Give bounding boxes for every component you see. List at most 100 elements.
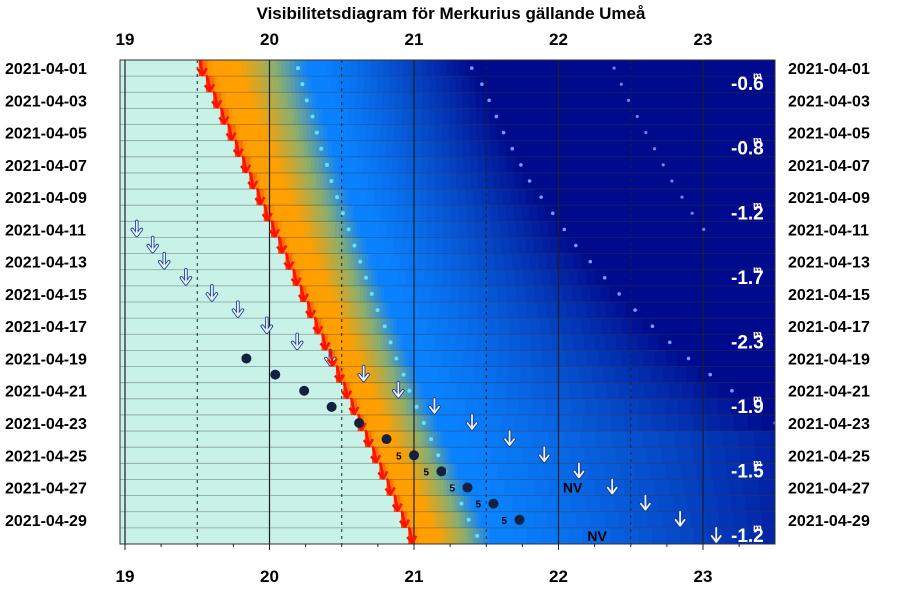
dusk-segment	[461, 366, 474, 384]
twilight-segment	[450, 527, 455, 544]
mercury-point	[270, 369, 281, 380]
twilight-segment	[458, 463, 462, 480]
twilight-segment	[330, 318, 335, 335]
twilight-segment	[381, 269, 386, 287]
twilight-segment	[489, 527, 494, 544]
dusk-segment	[477, 253, 487, 271]
twilight-segment	[367, 334, 371, 351]
twilight-segment	[399, 479, 403, 497]
dusk-segment	[468, 76, 476, 93]
sunset-arrow	[384, 478, 396, 496]
dusk-segment	[370, 60, 378, 77]
twilight-segment	[322, 108, 327, 126]
twilight-segment	[302, 253, 307, 271]
dusk-segment	[415, 92, 423, 109]
twilight-segment	[239, 124, 245, 142]
dusk-segment	[558, 398, 573, 416]
twilight-segment	[311, 189, 316, 206]
daylight-band	[120, 124, 228, 142]
dusk-segment	[531, 382, 545, 400]
dusk-segment	[501, 237, 510, 255]
twilight-segment	[272, 156, 278, 174]
dusk-segment	[416, 253, 427, 271]
dusk-segment	[429, 350, 442, 368]
twilight-segment	[248, 108, 254, 126]
twilight-segment	[334, 237, 339, 255]
twilight-segment	[316, 269, 321, 287]
twilight-segment	[448, 495, 452, 513]
daylight-band	[120, 431, 365, 448]
dusk-segment	[442, 269, 452, 287]
civil-dusk-dot	[346, 227, 351, 232]
twilight-segment	[386, 302, 391, 319]
dusk-segment	[403, 76, 411, 93]
dusk-segment	[556, 382, 570, 400]
dusk-segment	[495, 189, 504, 206]
dusk-segment	[717, 398, 732, 416]
civil-dusk-dot	[401, 372, 406, 377]
twilight-segment	[294, 76, 300, 93]
astronomical-dusk-dot	[690, 211, 694, 215]
twilight-segment	[344, 253, 349, 271]
arrow-shaft	[335, 365, 342, 381]
twilight-segment	[337, 318, 342, 335]
twilight-segment	[251, 124, 257, 142]
twilight-segment	[415, 382, 420, 400]
twilight-segment	[275, 172, 280, 190]
twilight-segment	[323, 140, 329, 158]
dusk-segment	[419, 221, 428, 238]
twilight-segment	[299, 253, 304, 271]
dusk-segment	[467, 237, 477, 255]
twilight-segment	[303, 156, 308, 174]
arrow-head	[466, 422, 478, 430]
dusk-segment	[482, 205, 491, 222]
dusk-segment	[581, 285, 592, 303]
civil-dusk-dot	[335, 195, 340, 200]
twilight-segment	[316, 253, 321, 271]
plot-row	[120, 237, 775, 255]
twilight-segment	[425, 447, 430, 464]
dusk-segment	[442, 189, 451, 206]
dusk-segment	[412, 172, 421, 190]
twilight-segment	[299, 221, 304, 238]
twilight-segment	[285, 237, 290, 255]
dusk-segment	[417, 237, 427, 255]
chart-title: Visibilitetsdiagram för Merkurius gällan…	[257, 4, 646, 23]
twilight-segment	[354, 205, 359, 222]
sunset-arrow	[261, 203, 273, 222]
twilight-segment	[383, 285, 388, 303]
dusk-segment	[487, 285, 498, 303]
twilight-segment	[467, 495, 472, 513]
dusk-segment	[706, 414, 721, 432]
twilight-segment	[415, 431, 419, 448]
twilight-segment	[381, 447, 386, 464]
arrow-head	[297, 293, 309, 303]
twilight-segment	[392, 302, 397, 319]
twilight-segment	[292, 205, 297, 222]
dusk-segment	[658, 495, 674, 513]
dusk-segment	[564, 253, 574, 271]
dusk-segment	[442, 237, 452, 255]
twilight-segment	[382, 414, 387, 432]
dusk-segment	[489, 108, 497, 126]
twilight-segment	[299, 237, 304, 255]
mercury-set-arrow	[131, 220, 143, 237]
night-band	[604, 269, 775, 287]
daylight-band	[120, 285, 300, 303]
twilight-segment	[396, 334, 401, 351]
dusk-segment	[380, 124, 388, 142]
dusk-segment	[404, 205, 413, 222]
plot-row	[120, 318, 775, 335]
twilight-segment	[434, 527, 439, 544]
magnitude-unit: m	[753, 71, 762, 82]
dusk-segment	[421, 124, 429, 142]
dusk-segment	[449, 366, 462, 384]
twilight-segment	[370, 334, 375, 351]
dusk-segment	[579, 366, 593, 384]
dusk-segment	[610, 527, 626, 544]
twilight-segment	[352, 382, 357, 400]
twilight-segment	[233, 92, 239, 109]
twilight-segment	[369, 237, 374, 255]
twilight-segment	[466, 527, 471, 544]
plot-row	[120, 511, 775, 529]
